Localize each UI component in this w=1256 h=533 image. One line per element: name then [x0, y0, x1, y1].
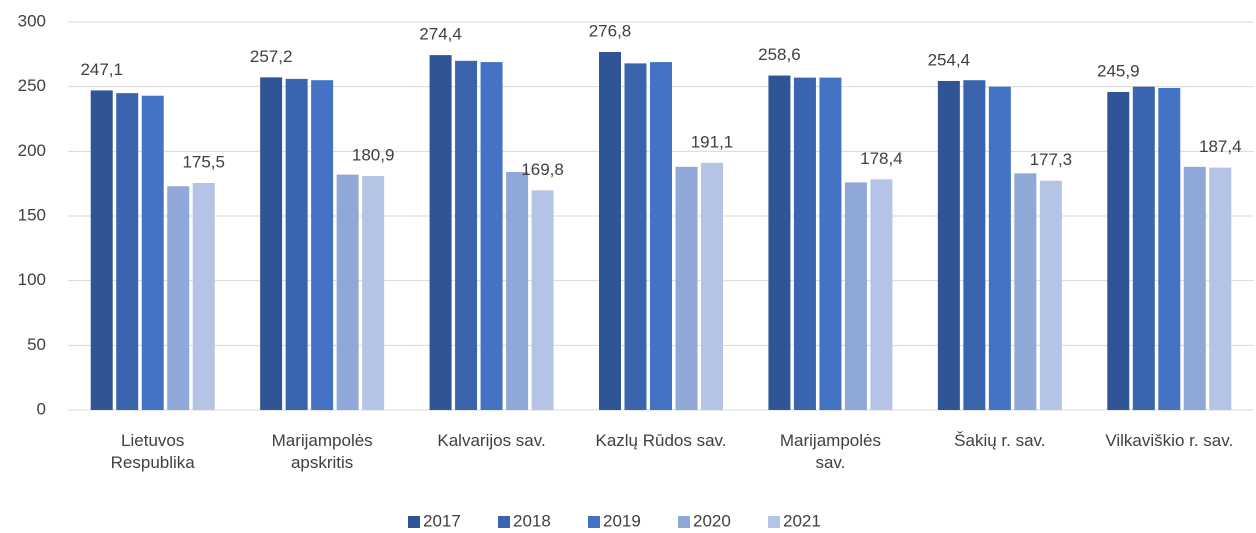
data-label: 254,4 — [928, 50, 971, 69]
bar — [768, 75, 791, 410]
data-label: 245,9 — [1097, 61, 1140, 80]
y-tick-label: 50 — [27, 335, 46, 354]
data-label: 175,5 — [182, 153, 225, 172]
y-tick-label: 0 — [37, 399, 46, 418]
data-label: 257,2 — [250, 47, 293, 66]
bar — [506, 172, 529, 410]
bar — [531, 190, 554, 410]
bar — [1183, 166, 1206, 410]
bar — [988, 86, 1011, 411]
data-label: 178,4 — [860, 149, 903, 168]
bar — [455, 60, 478, 411]
legend-label: 2019 — [603, 511, 641, 530]
bar — [1014, 173, 1037, 410]
bar — [192, 183, 215, 410]
legend-swatch — [678, 516, 690, 528]
bar — [624, 63, 647, 411]
bar — [701, 162, 723, 410]
x-tick-label: Šakių r. sav. — [954, 431, 1046, 450]
bar — [844, 182, 867, 410]
data-label: 187,4 — [1199, 137, 1242, 156]
bar — [1132, 86, 1155, 411]
legend-label: 2018 — [513, 511, 551, 530]
legend-label: 2020 — [693, 511, 731, 530]
data-label: 180,9 — [352, 146, 395, 165]
bar — [285, 78, 308, 410]
x-tick-label: Lietuvos Respublika — [110, 431, 195, 472]
bar — [1039, 180, 1062, 410]
y-tick-label: 300 — [18, 11, 46, 30]
bar — [675, 166, 698, 410]
legend-label: 2017 — [423, 511, 461, 530]
x-tick-label: Kazlų Rūdos sav. — [595, 431, 727, 450]
data-label: 274,4 — [419, 25, 462, 44]
legend-swatch — [408, 516, 420, 528]
bar — [1107, 91, 1130, 410]
data-label: 177,3 — [1030, 150, 1073, 169]
data-label: 191,1 — [691, 132, 734, 151]
legend-swatch — [498, 516, 510, 528]
bar — [819, 77, 842, 410]
bar — [937, 80, 960, 410]
y-tick-label: 150 — [18, 205, 46, 224]
x-tick-label: Marijampolės sav. — [779, 431, 881, 472]
bar — [429, 55, 452, 410]
bar — [1209, 167, 1232, 410]
bar — [311, 80, 334, 410]
y-tick-label: 200 — [18, 141, 46, 160]
bar — [336, 174, 359, 410]
data-label: 169,8 — [521, 160, 564, 179]
bar — [480, 62, 503, 411]
x-tick-label: Kalvarijos sav. — [437, 431, 546, 450]
bar — [260, 77, 283, 410]
x-tick-label: Marijampolės apskritis — [271, 431, 373, 472]
bar — [90, 90, 113, 411]
bar — [599, 52, 621, 410]
legend-label: 2021 — [783, 511, 821, 530]
data-label: 276,8 — [589, 21, 632, 40]
bar — [362, 176, 385, 410]
bar — [1158, 87, 1181, 411]
data-label: 258,6 — [758, 45, 801, 64]
data-label: 247,1 — [80, 60, 123, 79]
bar — [650, 62, 672, 411]
bar — [870, 179, 893, 410]
bar — [141, 95, 164, 410]
bar — [963, 80, 986, 410]
legend-swatch — [588, 516, 600, 528]
bar — [167, 186, 190, 410]
y-tick-label: 250 — [18, 76, 46, 95]
y-tick-label: 100 — [18, 270, 46, 289]
legend-swatch — [768, 516, 780, 528]
bar — [793, 77, 816, 410]
x-tick-label: Vilkaviškio r. sav. — [1105, 431, 1234, 450]
bar — [116, 93, 139, 410]
